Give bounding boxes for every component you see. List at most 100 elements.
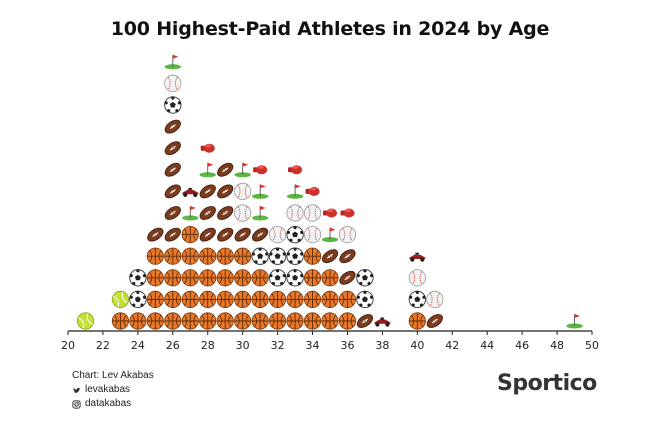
football-icon: [164, 119, 181, 134]
instagram-icon: [72, 399, 81, 409]
basketball-icon: [164, 290, 182, 308]
basketball-icon: [181, 226, 199, 244]
basketball-icon: [181, 312, 199, 330]
basketball-icon: [321, 312, 339, 330]
football-icon: [164, 184, 181, 199]
racing-icon: [182, 187, 199, 197]
basketball-icon: [164, 247, 182, 265]
basketball-icon: [234, 247, 252, 265]
credit-author-text: Chart: Lev Akabas: [72, 370, 154, 381]
basketball-icon: [129, 312, 147, 330]
basketball-icon: [216, 290, 234, 308]
credit-instagram[interactable]: datakabas: [72, 397, 154, 411]
basketball-icon: [199, 312, 217, 330]
basketball-icon: [111, 312, 130, 330]
golf-icon: [286, 184, 304, 199]
golf-icon: [566, 314, 583, 329]
twitter-bird-icon: [72, 387, 81, 393]
racing-icon: [374, 317, 391, 327]
basketball-icon: [321, 269, 339, 287]
football-icon: [164, 206, 181, 220]
baseball-icon: [408, 269, 426, 287]
football-icon: [339, 249, 356, 264]
tennis-icon: [111, 290, 130, 308]
credits: Chart: Lev Akabas levakabas datakabas: [72, 369, 154, 411]
basketball-icon: [303, 269, 322, 287]
x-axis: 20 22 24 26 28 30 32 34 36 38 40 42 44 46 48 50: [61, 330, 599, 352]
x-tick-label: 24: [131, 339, 145, 352]
baseball-icon: [286, 204, 304, 222]
x-tick-label: 38: [375, 339, 389, 352]
golf-icon: [251, 206, 269, 221]
football-icon: [164, 162, 181, 177]
credit-twitter-handle: levakabas: [85, 384, 131, 395]
boxing-icon: [200, 143, 215, 153]
boxing-icon: [323, 208, 337, 218]
soccer-icon: [286, 269, 304, 287]
golf-icon: [164, 54, 181, 70]
basketball-icon: [146, 290, 164, 308]
basketball-icon: [181, 247, 199, 265]
golf-icon: [251, 184, 269, 199]
basketball-icon: [199, 269, 217, 287]
basketball-icon: [234, 290, 252, 308]
soccer-icon: [408, 290, 426, 309]
x-tick-label: 50: [585, 339, 599, 352]
basketball-icon: [251, 269, 269, 287]
x-tick-label: 32: [271, 339, 285, 352]
baseball-icon: [303, 226, 322, 244]
boxing-icon: [288, 165, 303, 175]
x-tick-label: 36: [340, 339, 354, 352]
credit-twitter[interactable]: levakabas: [72, 383, 154, 397]
basketball-icon: [164, 269, 182, 287]
basketball-icon: [216, 247, 234, 265]
soccer-icon: [268, 269, 287, 287]
x-tick-label: 40: [410, 339, 424, 352]
football-icon: [217, 227, 234, 242]
football-icon: [426, 314, 443, 328]
basketball-icon: [146, 269, 164, 287]
chart-title: 100 Highest-Paid Athletes in 2024 by Age: [110, 18, 550, 40]
baseball-icon: [268, 226, 287, 244]
basketball-icon: [338, 290, 357, 308]
basketball-icon: [164, 312, 182, 330]
basketball-icon: [146, 247, 164, 265]
soccer-icon: [268, 247, 287, 265]
baseball-icon: [426, 290, 444, 308]
boxing-icon: [340, 208, 355, 218]
soccer-icon: [286, 225, 304, 244]
credit-author: Chart: Lev Akabas: [72, 369, 154, 383]
golf-icon: [199, 162, 216, 178]
boxing-icon: [305, 186, 320, 196]
basketball-icon: [146, 312, 164, 330]
football-icon: [234, 227, 251, 242]
basketball-icon: [216, 269, 234, 287]
baseball-icon: [338, 226, 357, 244]
basketball-icon: [234, 269, 252, 287]
chart-marks: [76, 54, 583, 330]
x-tick-label: 42: [445, 339, 459, 352]
basketball-icon: [303, 290, 322, 308]
x-tick-label: 20: [61, 339, 75, 352]
baseball-icon: [234, 182, 252, 200]
soccer-icon: [129, 269, 147, 287]
basketball-icon: [303, 312, 322, 330]
football-icon: [199, 184, 216, 199]
x-tick-label: 28: [201, 339, 215, 352]
x-tick-label: 46: [515, 339, 529, 352]
basketball-icon: [268, 290, 287, 308]
x-tick-label: 34: [306, 339, 320, 352]
football-icon: [164, 227, 181, 242]
boxing-icon: [253, 165, 268, 175]
basketball-icon: [234, 312, 252, 330]
basketball-icon: [251, 312, 269, 330]
football-icon: [217, 184, 234, 199]
basketball-icon: [268, 312, 287, 330]
basketball-icon: [338, 312, 357, 330]
x-tick-label: 44: [480, 339, 494, 352]
basketball-icon: [199, 247, 217, 265]
basketball-icon: [321, 290, 339, 308]
soccer-icon: [251, 247, 269, 265]
basketball-icon: [199, 290, 217, 308]
x-tick-label: 22: [96, 339, 110, 352]
